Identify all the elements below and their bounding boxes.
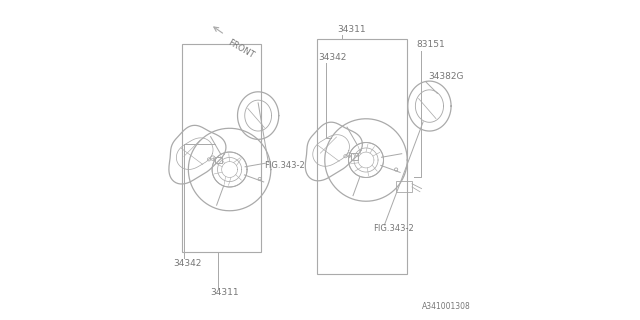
Bar xyxy=(182,44,261,252)
Text: FIG.343-2: FIG.343-2 xyxy=(264,161,305,170)
Text: 34311: 34311 xyxy=(337,25,365,34)
Bar xyxy=(351,153,358,160)
Bar xyxy=(215,156,222,164)
Bar xyxy=(396,180,412,192)
Text: 34382G: 34382G xyxy=(428,72,463,81)
Bar xyxy=(317,39,407,274)
Text: A341001308: A341001308 xyxy=(422,302,470,311)
Text: 34342: 34342 xyxy=(173,259,202,268)
Text: FRONT: FRONT xyxy=(227,38,256,60)
Text: FIG.343-2: FIG.343-2 xyxy=(373,224,414,233)
Text: 34342: 34342 xyxy=(319,53,347,62)
Text: 83151: 83151 xyxy=(417,40,445,49)
Text: 34311: 34311 xyxy=(211,288,239,297)
